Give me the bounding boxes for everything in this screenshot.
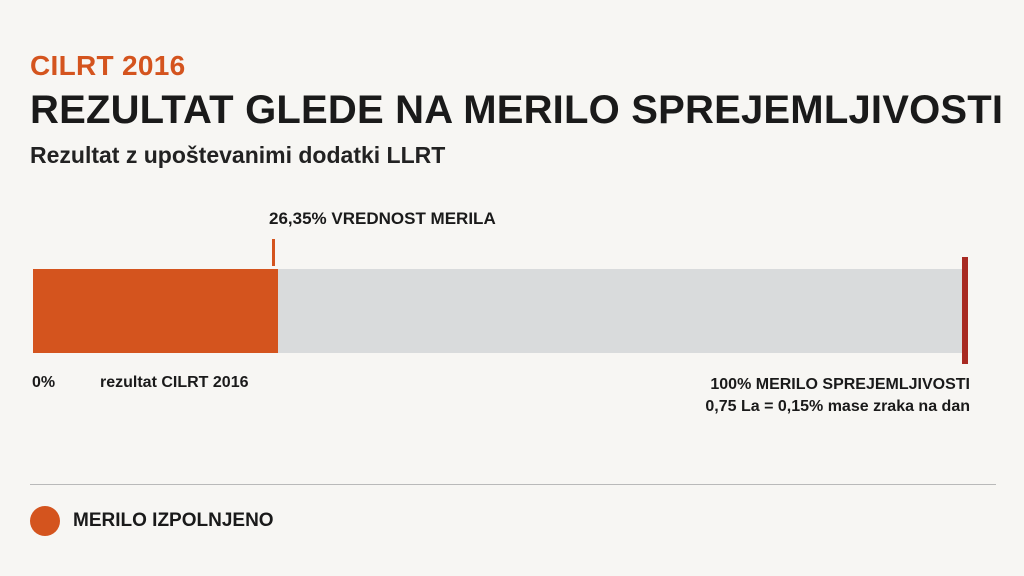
threshold-label: 100% MERILO SPREJEMLJIVOSTI (710, 376, 970, 393)
threshold-annotation: 100% MERILO SPREJEMLJIVOSTI 0,75 La = 0,… (705, 374, 970, 418)
threshold-note: 0,75 La = 0,15% mase zraka na dan (705, 398, 970, 415)
legend-label: MERILO IZPOLNJENO (73, 510, 274, 531)
bar-track (33, 269, 964, 353)
chart-eyebrow: CILRT 2016 (30, 50, 186, 81)
value-marker-tick (272, 239, 275, 266)
legend-swatch (30, 506, 60, 536)
value-marker-label: 26,35% VREDNOST MERILA (269, 209, 496, 228)
result-bar (33, 269, 279, 353)
threshold-line (962, 257, 968, 364)
legend: MERILO IZPOLNJENO (30, 506, 274, 536)
chart-subtitle: Rezultat z upoštevanimi dodatki LLRT (30, 142, 446, 168)
chart-title: REZULTAT GLEDE NA MERILO SPREJEMLJIVOSTI (30, 88, 1004, 132)
result-bar-label: rezultat CILRT 2016 (100, 374, 249, 391)
divider (30, 484, 996, 485)
axis-start-label: 0% (32, 374, 56, 391)
